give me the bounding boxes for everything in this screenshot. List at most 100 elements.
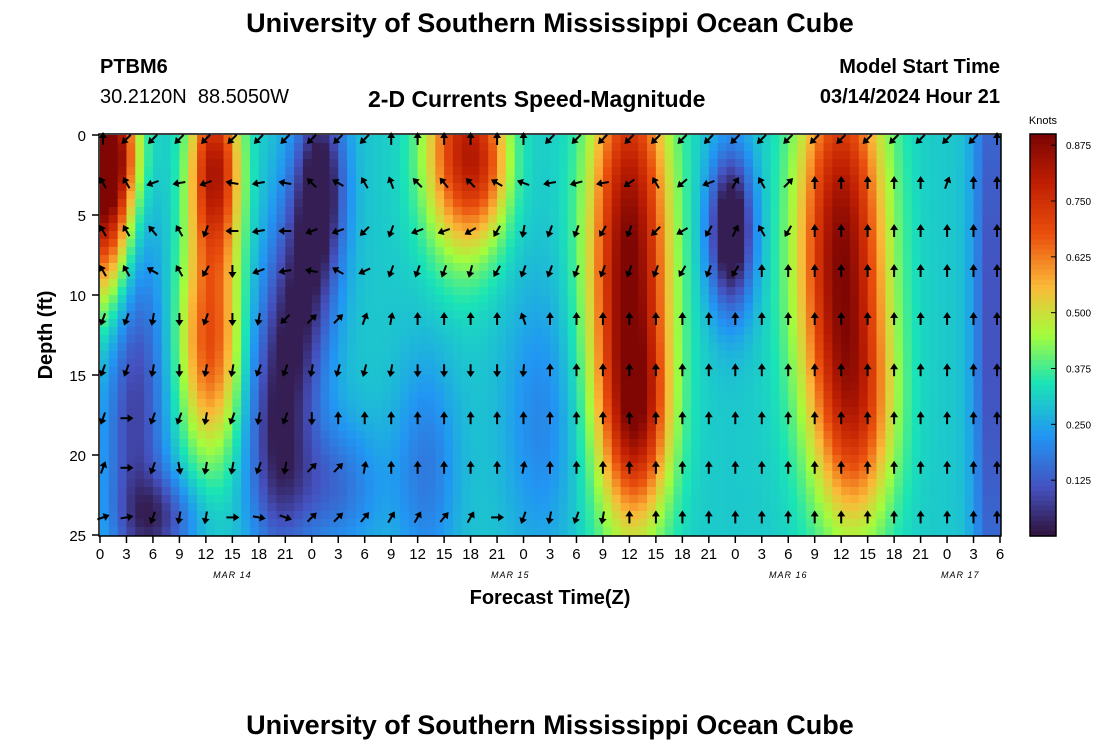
heatmap-cell bbox=[179, 247, 189, 256]
heatmap-cell bbox=[735, 471, 745, 480]
heatmap-cell bbox=[152, 511, 163, 520]
heatmap-cell bbox=[761, 311, 772, 320]
heatmap-cell bbox=[876, 247, 886, 256]
heatmap-cell bbox=[302, 487, 313, 496]
heatmap-cell bbox=[144, 343, 154, 352]
heatmap-cell bbox=[867, 231, 878, 240]
heatmap-cell bbox=[647, 407, 657, 416]
heatmap-cell bbox=[894, 343, 904, 352]
heatmap-cell bbox=[461, 383, 472, 392]
plot-title: 2-D Currents Speed-Magnitude bbox=[368, 86, 706, 112]
heatmap-cell bbox=[841, 351, 851, 360]
heatmap-cell bbox=[400, 375, 410, 384]
heatmap-cell bbox=[602, 351, 613, 360]
heatmap-cell bbox=[823, 487, 833, 496]
heatmap-cell bbox=[655, 151, 666, 160]
heatmap-cell bbox=[408, 263, 419, 272]
heatmap-cell bbox=[841, 479, 851, 488]
heatmap-cell bbox=[973, 343, 983, 352]
heatmap-cell bbox=[770, 135, 781, 144]
heatmap-cell bbox=[585, 351, 595, 360]
heatmap-cell bbox=[664, 343, 675, 352]
heatmap-cell bbox=[311, 527, 322, 536]
heatmap-cell bbox=[823, 319, 833, 328]
heatmap-cell bbox=[426, 223, 436, 232]
heatmap-cell bbox=[329, 191, 339, 200]
heatmap-cell bbox=[682, 367, 692, 376]
heatmap-cell bbox=[232, 455, 242, 464]
heatmap-cell bbox=[417, 215, 428, 224]
heatmap-cell bbox=[576, 527, 586, 536]
heatmap-cell bbox=[638, 447, 648, 456]
heatmap-cell bbox=[550, 439, 560, 448]
heatmap-cell bbox=[294, 247, 304, 256]
heatmap-cell bbox=[673, 375, 683, 384]
heatmap-cell bbox=[179, 423, 189, 432]
heatmap-cell bbox=[770, 247, 781, 256]
heatmap-cell bbox=[867, 335, 878, 344]
heatmap-cell bbox=[285, 511, 295, 520]
heatmap-cell bbox=[338, 375, 348, 384]
heatmap-cell bbox=[647, 343, 657, 352]
heatmap-cell bbox=[408, 239, 419, 248]
heatmap-cell bbox=[585, 383, 595, 392]
heatmap-cell bbox=[726, 135, 736, 144]
heatmap-cell bbox=[444, 527, 454, 536]
heatmap-cell bbox=[576, 167, 586, 176]
heatmap-cell bbox=[955, 431, 966, 440]
heatmap-cell bbox=[523, 519, 533, 528]
heatmap-cell bbox=[832, 407, 842, 416]
heatmap-cell bbox=[664, 399, 675, 408]
heatmap-cell bbox=[550, 311, 560, 320]
heatmap-cell bbox=[338, 247, 348, 256]
heatmap-cell bbox=[832, 255, 842, 264]
heatmap-cell bbox=[444, 263, 454, 272]
heatmap-cell bbox=[708, 255, 719, 264]
heatmap-cell bbox=[470, 511, 481, 520]
heatmap-cell bbox=[585, 359, 595, 368]
heatmap-cell bbox=[135, 375, 145, 384]
heatmap-cell bbox=[497, 519, 507, 528]
heatmap-cell bbox=[867, 439, 878, 448]
heatmap-cell bbox=[214, 191, 225, 200]
heatmap-cell bbox=[929, 311, 939, 320]
heatmap-cell bbox=[523, 495, 533, 504]
heatmap-cell bbox=[505, 455, 516, 464]
heatmap-cell bbox=[682, 527, 692, 536]
heatmap-cell bbox=[126, 383, 136, 392]
heatmap-cell bbox=[594, 367, 604, 376]
heatmap-cell bbox=[108, 311, 119, 320]
heatmap-cell bbox=[947, 167, 957, 176]
heatmap-cell bbox=[355, 271, 366, 280]
heatmap-cell bbox=[911, 199, 922, 208]
heatmap-cell bbox=[602, 263, 613, 272]
heatmap-cell bbox=[902, 447, 913, 456]
heatmap-cell bbox=[955, 407, 966, 416]
heatmap-cell bbox=[188, 335, 198, 344]
heatmap-cell bbox=[479, 231, 489, 240]
heatmap-cell bbox=[355, 287, 366, 296]
heatmap-cell bbox=[894, 383, 904, 392]
heatmap-cell bbox=[797, 311, 807, 320]
heatmap-cell bbox=[470, 471, 481, 480]
heatmap-cell bbox=[558, 159, 569, 168]
heatmap-cell bbox=[285, 247, 295, 256]
heatmap-cell bbox=[744, 463, 754, 472]
heatmap-cell bbox=[320, 143, 331, 152]
heatmap-cell bbox=[708, 239, 719, 248]
heatmap-cell bbox=[267, 255, 278, 264]
heatmap-cell bbox=[629, 495, 639, 504]
heatmap-cell bbox=[779, 503, 789, 512]
heatmap-cell bbox=[188, 399, 198, 408]
heatmap-cell bbox=[797, 423, 807, 432]
heatmap-cell bbox=[938, 175, 948, 184]
heatmap-cell bbox=[126, 439, 136, 448]
heatmap-cell bbox=[497, 295, 507, 304]
heatmap-cell bbox=[258, 239, 269, 248]
heatmap-cell bbox=[717, 247, 728, 256]
heatmap-cell bbox=[638, 527, 648, 536]
heatmap-cell bbox=[435, 423, 445, 432]
heatmap-cell bbox=[126, 151, 136, 160]
heatmap-cell bbox=[197, 431, 207, 440]
heatmap-cell bbox=[541, 415, 551, 424]
